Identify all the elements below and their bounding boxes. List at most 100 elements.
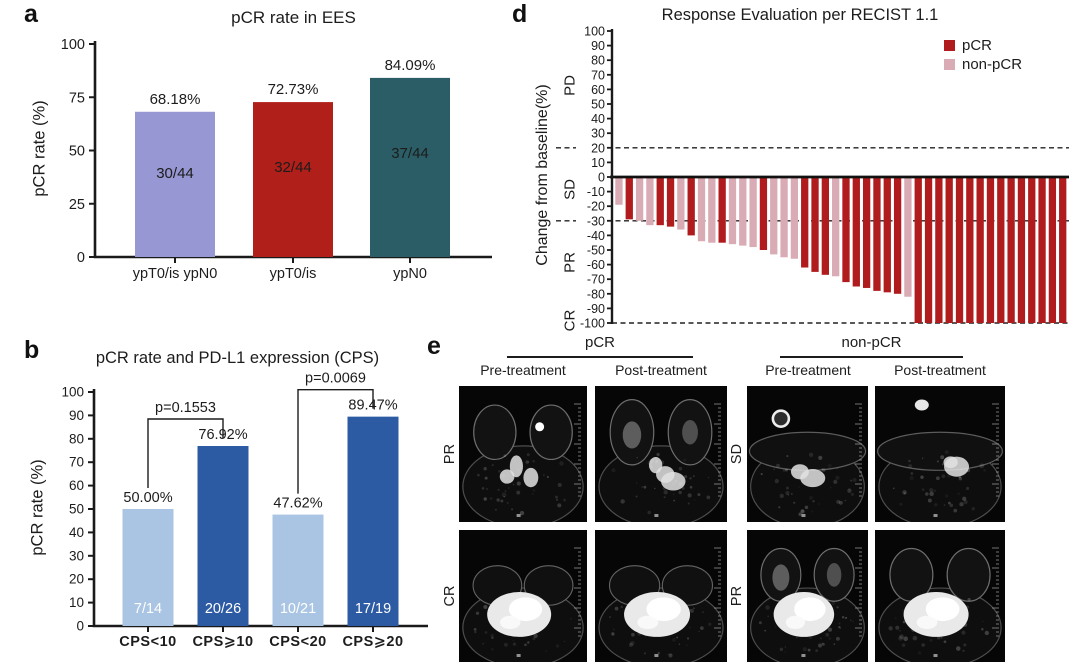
tick-label-bg (576, 287, 606, 301)
bar (370, 77, 450, 257)
chart-shape (839, 627, 842, 630)
y-tick-label: 30 (591, 127, 605, 141)
chart-shape (707, 476, 710, 479)
tick-label-bg (576, 126, 606, 140)
chart-shape (760, 473, 763, 476)
chart-shape (847, 488, 852, 493)
chart-shape (698, 630, 700, 633)
chart-shape (916, 615, 938, 629)
chart-shape (765, 605, 770, 610)
chart-shape (902, 609, 905, 612)
chart-shape (956, 646, 961, 651)
chart-shape (692, 475, 695, 478)
tick-label-bg (576, 185, 606, 199)
chart-shape (473, 404, 517, 461)
tick-label-bg (576, 97, 606, 111)
chart-shape (555, 498, 559, 501)
chart-shape (620, 499, 625, 504)
waterfall-bar (801, 177, 809, 268)
chart-shape (475, 611, 480, 615)
legend-label-pcr: pCR (962, 37, 993, 54)
waterfall-bar (770, 177, 778, 255)
chart-shape (661, 565, 714, 606)
chart-shape (499, 615, 521, 629)
bar (122, 509, 174, 626)
y-tick-label: -60 (587, 258, 605, 272)
legend-item-pcr: pCR (944, 36, 1022, 55)
chart-shape (643, 485, 647, 489)
chart-shape (902, 490, 907, 495)
y-tick-label: 70 (69, 455, 84, 470)
chart-shape (983, 468, 986, 472)
chart-shape (933, 514, 938, 517)
waterfall-bar (924, 177, 933, 323)
chart-shape (811, 510, 814, 513)
chart-shape (491, 464, 494, 467)
chart-shape (943, 640, 947, 644)
chart-shape (570, 617, 573, 620)
chart-shape (706, 495, 711, 500)
chart-shape (819, 637, 822, 640)
chart-shape (748, 431, 867, 471)
chart-shape (506, 501, 509, 505)
tick-label-bg (576, 170, 606, 184)
col-label-nonpcr-pre: Pre-treatment (765, 362, 851, 378)
chart-shape (636, 456, 638, 459)
chart-shape (850, 479, 853, 482)
chart-shape (483, 497, 487, 501)
chart-shape (669, 653, 672, 656)
chart-shape (689, 608, 694, 613)
waterfall-bar (635, 177, 644, 221)
legend-swatch-pcr (944, 40, 955, 51)
chart-shape (801, 654, 806, 657)
chart-shape (946, 474, 951, 478)
tick-label-bg (576, 258, 606, 272)
chart-shape (800, 509, 805, 515)
category-label: CPS⩾10 (192, 634, 253, 650)
group-header-nonpcr: non-pCR (841, 334, 902, 351)
chart-shape (672, 493, 675, 496)
bar (197, 446, 249, 626)
chart-shape (852, 478, 857, 482)
chart-shape (795, 636, 798, 639)
chart-shape (542, 473, 545, 477)
chart-shape (554, 495, 558, 499)
category-label: CPS<20 (269, 634, 326, 650)
bar (272, 514, 324, 626)
chart-shape (482, 642, 485, 645)
chart-shape (491, 636, 494, 640)
chart-shape (937, 636, 941, 640)
chart-shape (771, 409, 791, 428)
chart-shape (917, 651, 922, 655)
chart-shape (836, 499, 841, 504)
waterfall-bar (862, 177, 871, 288)
chart-shape (489, 497, 493, 500)
waterfall-bar (780, 177, 788, 258)
chart-shape (921, 457, 924, 459)
chart-shape (971, 506, 976, 511)
legend-label-nonpcr: non-pCR (962, 56, 1023, 73)
chart-shape (512, 483, 515, 486)
waterfall-bar (677, 177, 685, 230)
chart-shape (523, 467, 539, 488)
chart-shape (654, 487, 656, 490)
chart-shape (611, 468, 616, 473)
chart-shape (933, 654, 938, 657)
chart-shape (826, 563, 842, 587)
count-label: 10/21 (280, 601, 316, 617)
chart-shape (821, 642, 825, 646)
chart-shape (940, 455, 945, 460)
y-tick-label: -70 (587, 273, 605, 287)
chart-shape (682, 420, 698, 445)
chart-a: 0 25 50 75 100 68.18% 30/44 ypT0/is ypN0 72.73% 3… (61, 37, 492, 282)
chart-shape (895, 625, 900, 630)
y-tick-label: -30 (587, 214, 605, 228)
chart-shape (764, 629, 767, 632)
count-label: 7/14 (134, 601, 162, 617)
category-label: CPS<10 (119, 634, 176, 650)
chart-shape (901, 643, 906, 648)
waterfall-bar (615, 177, 623, 205)
waterfall-bar (883, 177, 891, 293)
chart-shape (630, 641, 635, 646)
y-tick-label: 30 (69, 548, 84, 563)
